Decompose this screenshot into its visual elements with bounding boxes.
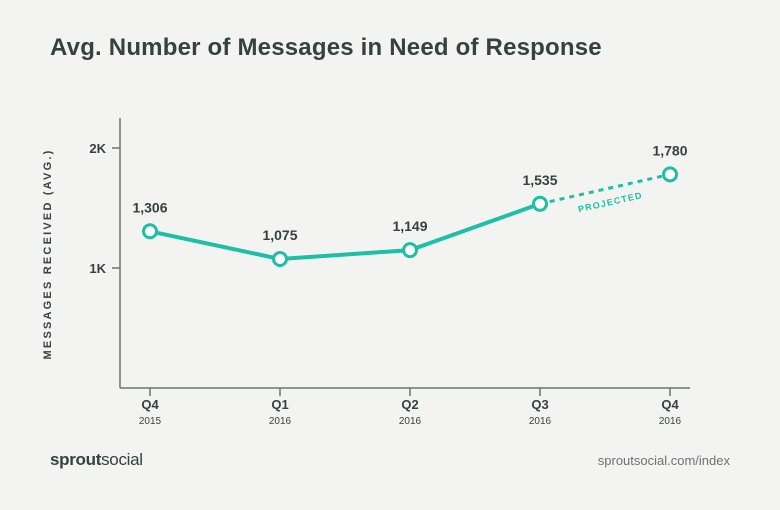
series-line-projected xyxy=(539,172,671,206)
x-tick-label-quarter: Q4 xyxy=(661,397,679,412)
y-axis-label: MESSAGES RECEIVED (AVG.) xyxy=(42,149,54,360)
brand-logo-bold: sprout xyxy=(50,450,102,469)
data-point xyxy=(402,242,418,259)
x-tick-label-quarter: Q2 xyxy=(401,397,418,412)
brand-logo-light: social xyxy=(101,450,143,469)
data-label: 1,306 xyxy=(132,199,167,215)
x-tick-label-year: 2016 xyxy=(269,416,292,427)
data-point xyxy=(662,166,678,183)
chart-title: Avg. Number of Messages in Need of Respo… xyxy=(50,34,602,61)
data-label: 1,149 xyxy=(392,218,427,234)
series-line-actual xyxy=(148,201,542,261)
x-tick-label-quarter: Q3 xyxy=(531,397,548,412)
y-tick-label: 1K xyxy=(89,261,106,276)
data-point xyxy=(272,251,288,267)
data-label: 1,535 xyxy=(522,172,557,188)
x-tick-label-year: 2015 xyxy=(139,416,162,427)
x-tick-label-year: 2016 xyxy=(659,416,682,427)
data-point xyxy=(142,223,158,240)
x-tick-label-quarter: Q4 xyxy=(141,397,159,412)
x-tick-label-quarter: Q1 xyxy=(271,397,288,412)
data-label: 1,780 xyxy=(652,142,687,158)
x-tick-label-year: 2016 xyxy=(399,416,422,427)
data-point xyxy=(532,195,548,212)
data-label: 1,075 xyxy=(262,227,297,243)
x-tick-label-year: 2016 xyxy=(529,416,552,427)
source-url: sproutsocial.com/index xyxy=(597,453,730,468)
brand-logo: sproutsocial xyxy=(50,450,143,470)
y-tick-label: 2K xyxy=(89,141,106,156)
projected-annotation: PROJECTED xyxy=(577,190,643,214)
